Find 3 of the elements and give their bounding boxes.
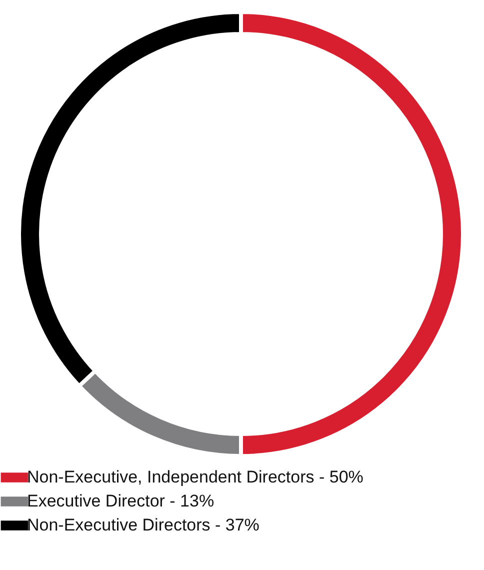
legend-label: Non-Executive, Independent Directors - 50% xyxy=(27,468,364,486)
legend-label: Executive Director - 13% xyxy=(27,492,214,510)
legend-label: Non-Executive Directors - 37% xyxy=(27,516,260,534)
